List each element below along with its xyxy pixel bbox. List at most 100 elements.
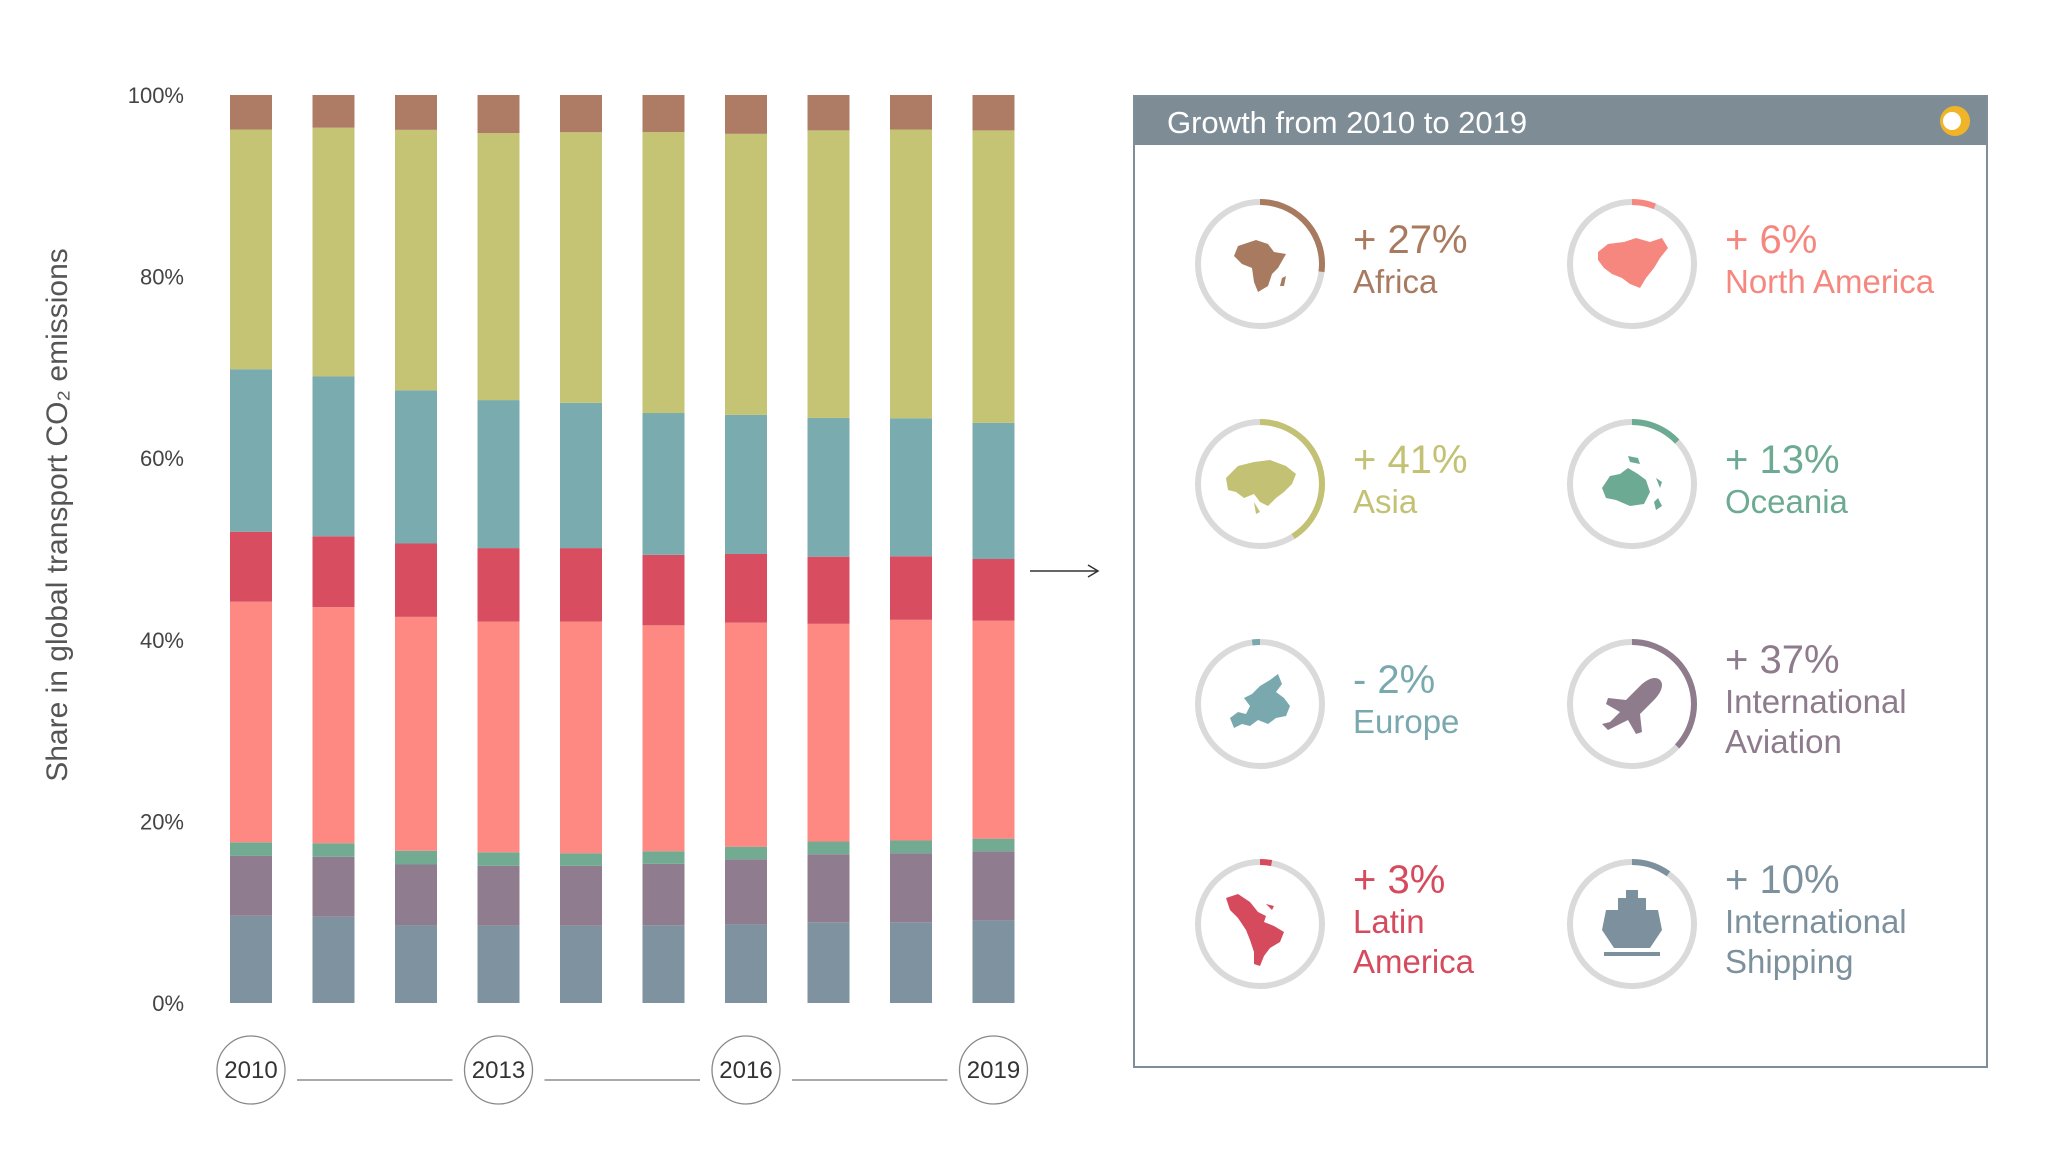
- year-circle: [958, 1035, 1029, 1105]
- bar-segment: [807, 95, 850, 131]
- bar-segment: [725, 846, 767, 860]
- y-tick-label: 20%: [140, 809, 184, 834]
- bar-segment: [890, 840, 932, 854]
- arrow-to-panel: [1030, 564, 1100, 578]
- x-tick-label: 2016: [719, 1057, 772, 1084]
- bar-segment: [642, 413, 685, 555]
- region-north-america: + 6% North America: [1557, 189, 1937, 339]
- year-circle: [216, 1035, 286, 1105]
- latin-america-map-icon: [1226, 894, 1284, 966]
- bar-segment: [642, 925, 685, 1003]
- bar-segment: [477, 865, 520, 926]
- bar-segment: [725, 133, 767, 415]
- oceania-map-icon: [1602, 456, 1662, 510]
- bar-segment: [642, 95, 685, 133]
- panel-header: Growth from 2010 to 2019: [1135, 97, 1986, 145]
- region-name: Europe: [1353, 703, 1460, 740]
- bar-segment: [560, 548, 602, 622]
- bar-segment: [642, 863, 685, 926]
- bar-segment: [972, 558, 1015, 621]
- bar-segment: [477, 133, 520, 401]
- bar-segment: [477, 925, 520, 1003]
- y-tick-label: 0%: [152, 991, 184, 1016]
- bar-segment: [560, 621, 602, 854]
- bar-segment: [807, 417, 850, 557]
- bar-segment: [395, 616, 437, 851]
- bar-segment: [560, 132, 602, 403]
- bar-segment: [395, 864, 437, 926]
- bar-segment: [890, 556, 932, 620]
- growth-panel: Growth from 2010 to 2019 + 27% Africa + 6%…: [1133, 95, 1988, 1068]
- x-tick-label: 2013: [472, 1057, 525, 1084]
- growth-ring-arc: [1195, 859, 1325, 989]
- bar-segment: [890, 922, 932, 1003]
- bar-segment: [890, 853, 932, 923]
- bar-segment: [560, 925, 602, 1003]
- growth-percentage: + 6%: [1725, 218, 1818, 262]
- bar-segment: [725, 622, 767, 847]
- bar-segment: [395, 95, 437, 130]
- growth-ring-arc: [1195, 199, 1325, 329]
- bar-segment: [312, 95, 355, 128]
- bar-segment: [972, 422, 1015, 559]
- bar-segment: [890, 95, 932, 130]
- bar-segment: [807, 854, 850, 923]
- region-name: North America: [1725, 263, 1935, 300]
- bar-segment: [230, 915, 272, 1003]
- region-name: America: [1353, 943, 1475, 980]
- bar-segment: [312, 856, 355, 917]
- bar-segment: [477, 852, 520, 866]
- panel-title: Growth from 2010 to 2019: [1167, 105, 1528, 140]
- region-oceania: + 13% Oceania: [1557, 409, 1937, 559]
- bar-segment: [890, 619, 932, 841]
- year-circle: [711, 1035, 781, 1105]
- bar-segment: [807, 623, 850, 842]
- bar-segment: [312, 127, 355, 377]
- bar-segment: [477, 621, 520, 853]
- bar-segment: [642, 132, 685, 414]
- region-europe: - 2% Europe: [1185, 629, 1565, 779]
- growth-ring-arc: [1195, 639, 1325, 769]
- bar-segment: [395, 129, 437, 391]
- bar-segment: [972, 838, 1015, 852]
- y-tick-label: 100%: [128, 83, 184, 108]
- x-tick-label: 2010: [224, 1057, 277, 1084]
- x-tick-label: 2019: [967, 1057, 1020, 1084]
- bar-segment: [972, 851, 1015, 921]
- bar-segment: [395, 850, 437, 865]
- growth-ring-arc: [1567, 859, 1697, 989]
- bars: [230, 95, 1015, 1003]
- bar-segment: [807, 841, 850, 855]
- region-name: Shipping: [1725, 943, 1854, 980]
- bar-segment: [230, 129, 272, 370]
- bar-segment: [972, 620, 1015, 839]
- region-name: International: [1725, 683, 1907, 720]
- bar-segment: [312, 376, 355, 537]
- y-axis-label: Share in global transport CO₂ emissions: [41, 248, 74, 782]
- asia-map-icon: [1226, 460, 1296, 514]
- bar-segment: [230, 601, 272, 843]
- bar-segment: [642, 851, 685, 864]
- bar-segment: [560, 95, 602, 133]
- region-name: Africa: [1353, 263, 1438, 300]
- bar-segment: [477, 95, 520, 134]
- bar-segment: [725, 924, 767, 1003]
- y-tick-label: 80%: [140, 265, 184, 290]
- growth-percentage: + 3%: [1353, 858, 1446, 902]
- year-circle: [463, 1035, 534, 1105]
- europe-map-icon: [1230, 674, 1290, 728]
- region-asia: + 41% Asia: [1185, 409, 1565, 559]
- logo-icon: [1940, 106, 1970, 136]
- bar-segment: [312, 843, 355, 857]
- bar-segment: [560, 853, 602, 866]
- bar-segment: [725, 553, 767, 623]
- bar-segment: [230, 842, 272, 856]
- bar-segment: [395, 543, 437, 617]
- airplane-icon: [1602, 678, 1662, 734]
- bar-segment: [230, 95, 272, 130]
- bar-segment: [807, 556, 850, 624]
- bar-segment: [477, 400, 520, 549]
- growth-percentage: + 27%: [1353, 218, 1468, 262]
- bar-segment: [725, 859, 767, 925]
- stacked-bar-chart: Share in global transport CO₂ emissions …: [41, 83, 1100, 1105]
